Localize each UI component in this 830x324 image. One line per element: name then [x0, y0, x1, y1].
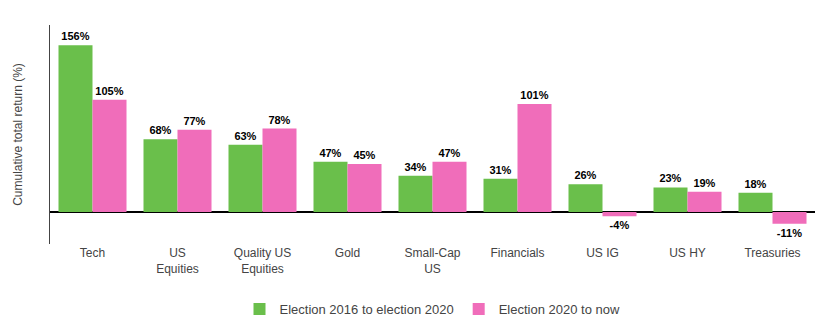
svg-text:Election 2016 to election 2020: Election 2016 to election 2020 [280, 302, 454, 317]
svg-text:156%: 156% [61, 30, 89, 42]
svg-text:Cumulative total return (%): Cumulative total return (%) [11, 63, 25, 206]
svg-text:Financials: Financials [490, 246, 544, 260]
svg-text:31%: 31% [489, 164, 511, 176]
svg-text:47%: 47% [319, 147, 341, 159]
svg-text:19%: 19% [693, 177, 715, 189]
svg-text:Tech: Tech [80, 246, 105, 260]
svg-text:68%: 68% [149, 124, 171, 136]
svg-text:18%: 18% [744, 178, 766, 190]
svg-text:Treasuries: Treasuries [744, 246, 800, 260]
svg-text:Small-CapUS: Small-CapUS [404, 246, 460, 276]
svg-text:Election 2020 to now: Election 2020 to now [499, 302, 620, 317]
svg-text:USEquities: USEquities [156, 246, 199, 276]
svg-text:63%: 63% [234, 130, 256, 142]
svg-text:101%: 101% [520, 89, 548, 101]
svg-text:78%: 78% [268, 114, 290, 126]
svg-text:77%: 77% [183, 115, 205, 127]
svg-text:-4%: -4% [610, 219, 630, 231]
svg-text:23%: 23% [659, 172, 681, 184]
svg-text:34%: 34% [404, 161, 426, 173]
svg-text:US IG: US IG [586, 246, 619, 260]
svg-text:-11%: -11% [777, 227, 802, 239]
svg-text:45%: 45% [353, 149, 375, 161]
svg-text:105%: 105% [95, 85, 123, 97]
svg-text:26%: 26% [574, 169, 596, 181]
svg-text:US HY: US HY [669, 246, 706, 260]
svg-text:47%: 47% [438, 147, 460, 159]
svg-text:Quality USEquities: Quality USEquities [234, 246, 291, 276]
svg-text:Gold: Gold [335, 246, 360, 260]
